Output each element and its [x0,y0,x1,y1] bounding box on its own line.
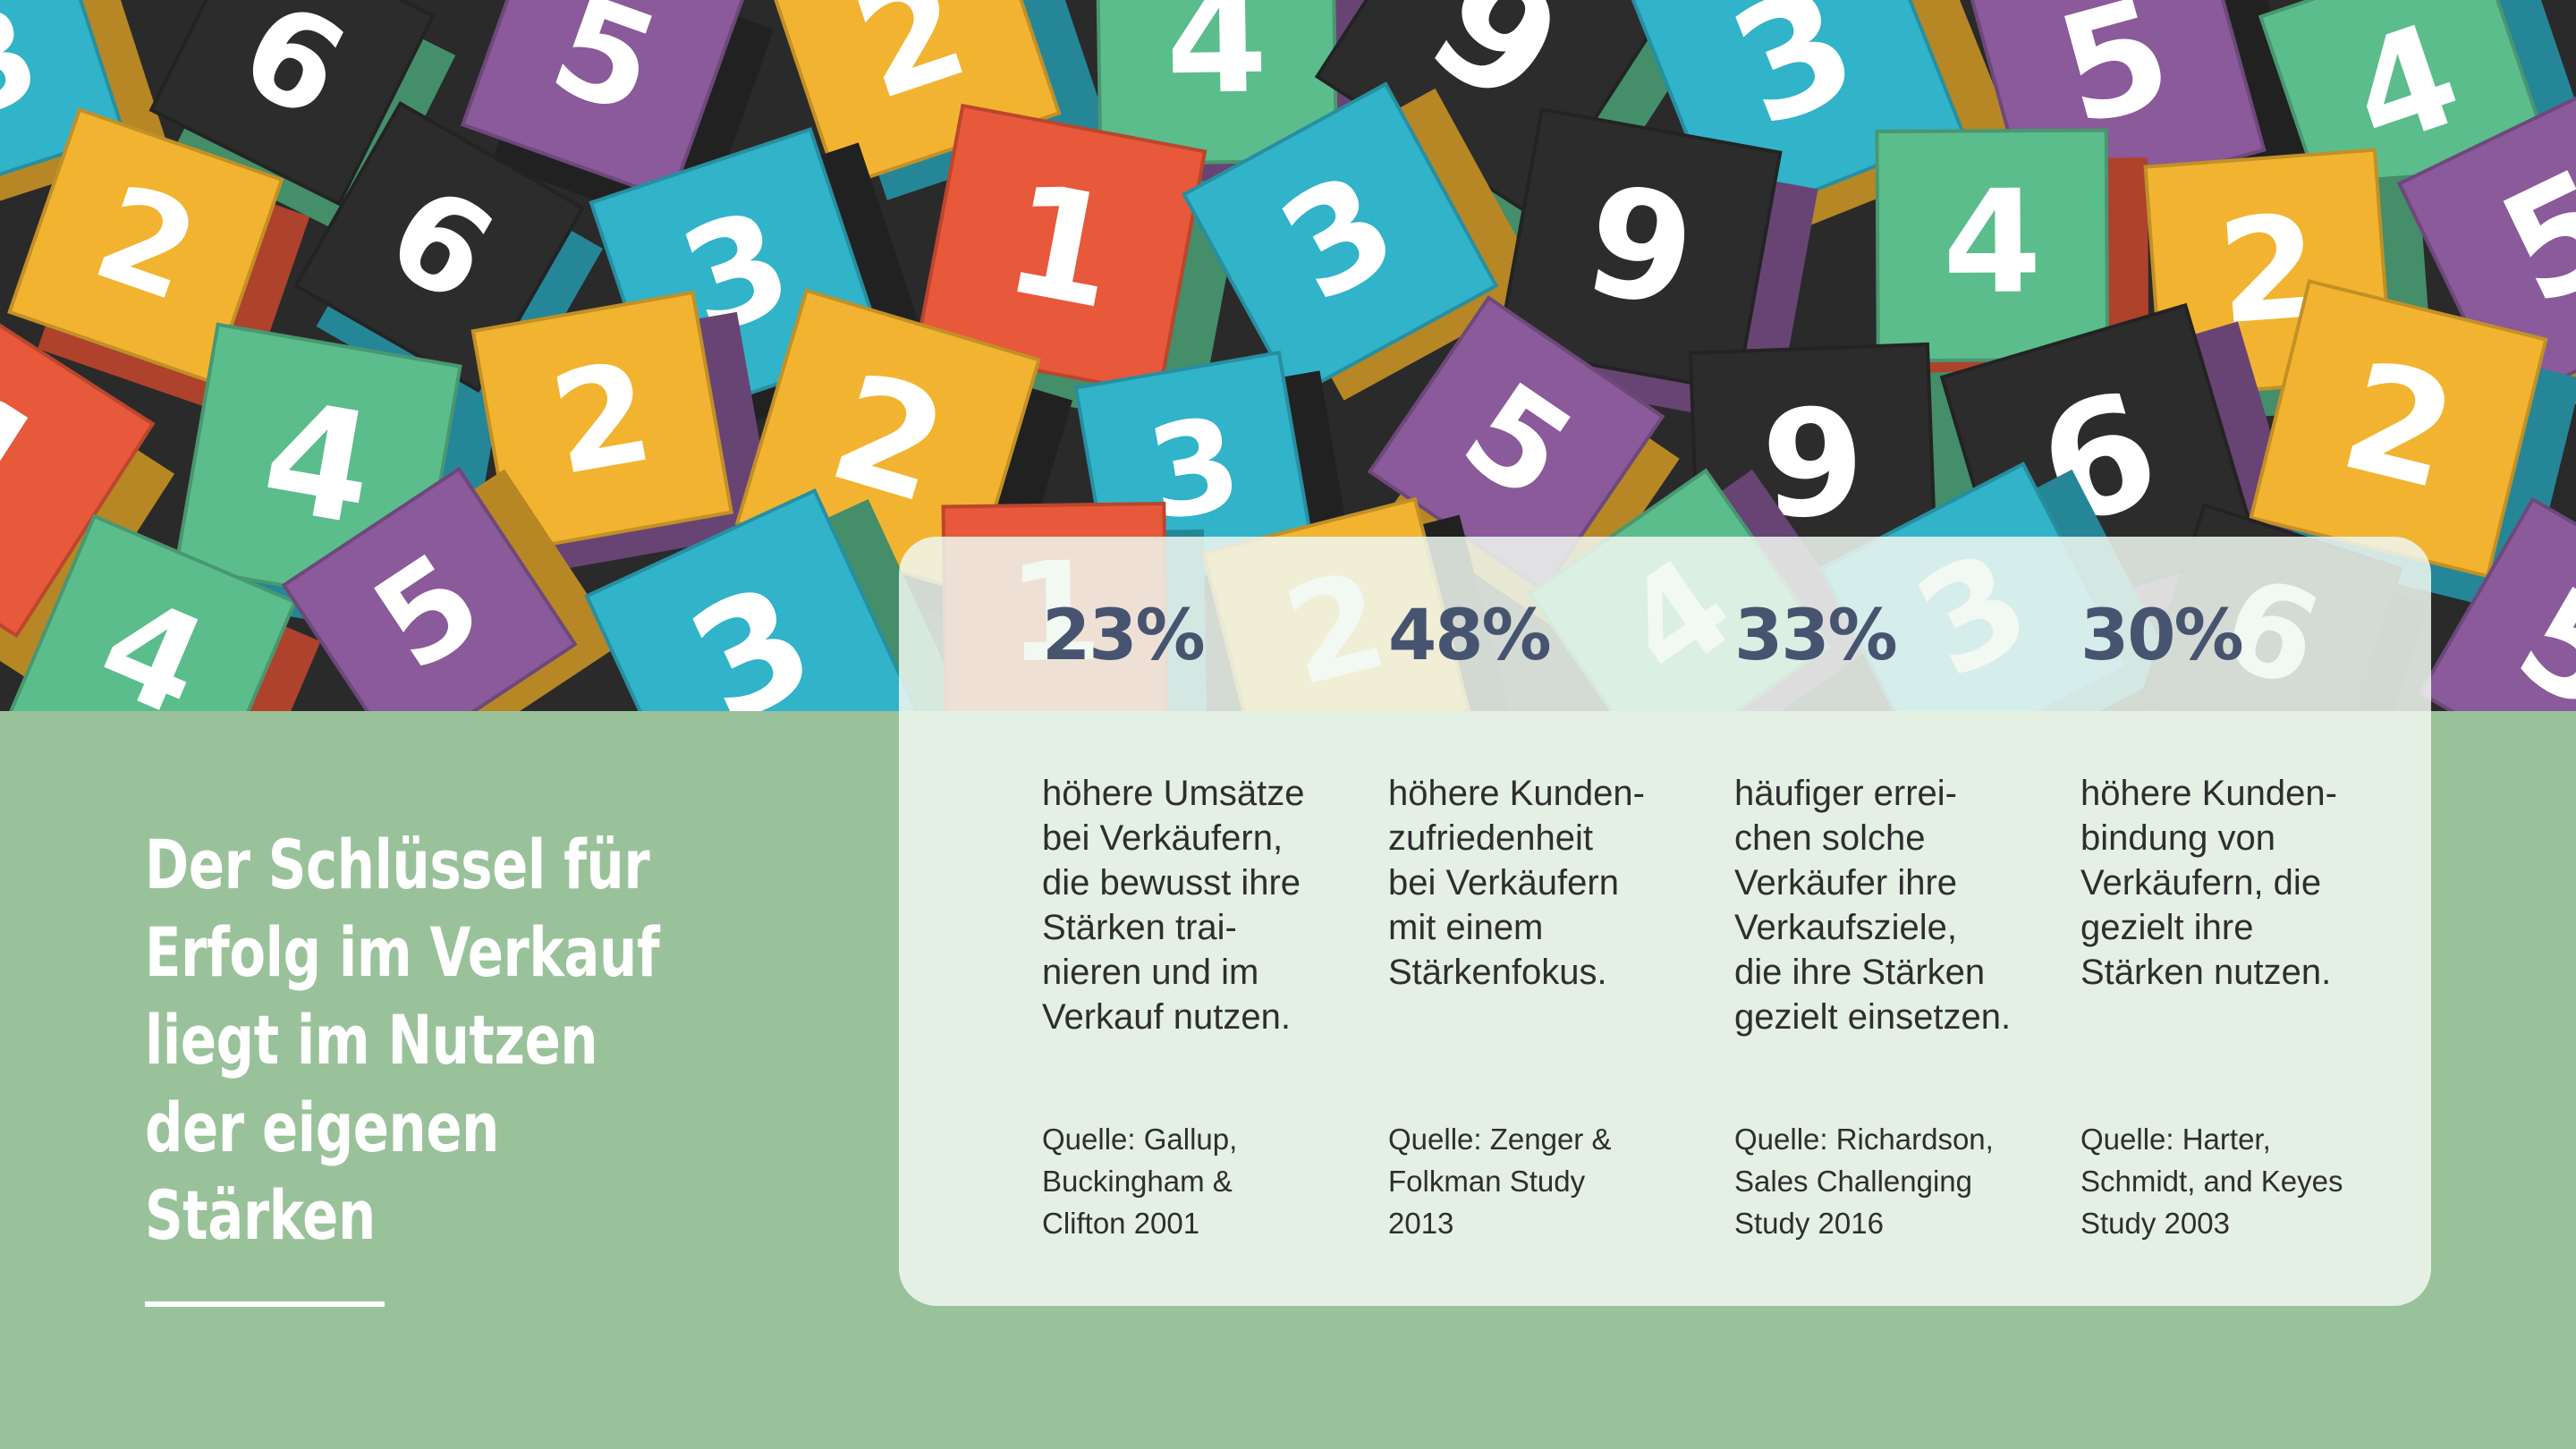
cube-number: 4 [1943,160,2043,326]
stats-panel: 23% höhere Umsätze bei Verkäufern, die b… [899,537,2431,1306]
cube-face [1182,81,1499,399]
stat-source: Quelle: Gallup, Buckingham & Clifton 200… [1042,1123,1238,1240]
cube-face [914,103,1208,396]
stat-description: höhere Umsätze bei Verkäufern, die bewus… [1042,774,1305,1037]
number-cube: 2 [470,290,776,571]
number-cube: 5 [281,466,621,711]
cube-face [6,513,298,711]
stat-description: höhere Kunden- bindung von Verkäufern, d… [2080,774,2337,992]
stat-description: häufiger errei- chen solche Verkäufer ih… [1734,774,2012,1037]
number-cube: 3 [1182,81,1546,401]
stat-source: Quelle: Richardson, Sales Challenging St… [1734,1123,1994,1240]
number-cube: 3 [584,487,974,711]
stat-source: Quelle: Zenger & Folkman Study 2013 [1388,1123,1612,1240]
stat-value: 30% [2080,596,2244,676]
stat-value: 33% [1734,596,1898,676]
number-cube: 6 [148,0,456,243]
hero-image: 365249354263139425142235962453124365 [0,0,2576,711]
headline: Der Schlüssel für Erfolg im Verkauf lieg… [145,825,660,1255]
stat-value: 23% [1042,596,1206,676]
number-cube: 5 [2418,496,2576,711]
cube-face [0,0,127,202]
cube-face [1095,0,1339,166]
number-cubes-photo: 365249354263139425142235962453124365 [0,0,2576,711]
cube-face [470,290,734,554]
cube-face [460,0,748,202]
cube-face [7,107,284,385]
number-cube: 4 [1875,128,2149,388]
headline-underline [145,1301,385,1307]
stat-value: 48% [1388,596,1552,676]
cube-face [148,0,436,207]
cube-face [1496,106,1783,394]
cube-face [0,284,156,639]
stat-description: höhere Kunden- zufriedenheit bei Verkäuf… [1388,774,1645,992]
cube-face [293,101,586,393]
cube-face [281,466,578,711]
cube-face [584,487,923,711]
cube-face [1875,128,2110,363]
stat-source: Quelle: Harter, Schmidt, and Keyes Study… [2080,1123,2343,1240]
number-cube: 4 [6,513,321,711]
cube-face [2418,496,2576,711]
cube-number: 4 [1165,0,1269,127]
